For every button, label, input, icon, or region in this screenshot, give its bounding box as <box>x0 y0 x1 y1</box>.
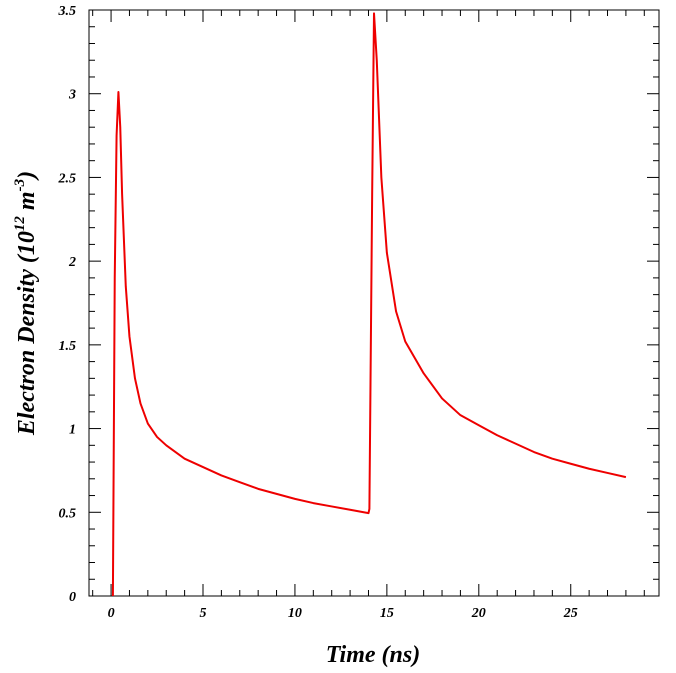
y-tick-label: 3.5 <box>58 4 77 19</box>
x-tick-label: 15 <box>380 606 394 621</box>
y-tick-label: 3 <box>68 88 76 103</box>
tick-labels: 0 5 10 15 20 25 0 0.5 1 1.5 2 2.5 3 3.5 <box>58 4 578 621</box>
x-tick-label: 5 <box>200 606 207 621</box>
y-tick-label: 2 <box>68 255 76 270</box>
x-tick-label: 25 <box>563 606 578 621</box>
y-tick-label: 1.5 <box>59 339 77 354</box>
series-line <box>111 12 627 597</box>
x-tick-label: 20 <box>471 606 486 621</box>
x-tick-label: 10 <box>288 606 302 621</box>
y-tick-label: 2.5 <box>58 171 77 186</box>
x-axis-title: Time (ns) <box>326 642 420 668</box>
y-tick-label: 0 <box>69 590 76 605</box>
x-tick-label: 0 <box>108 606 115 621</box>
plot-frame <box>88 9 660 597</box>
axis-ticks <box>89 9 659 597</box>
y-tick-label: 0.5 <box>59 506 77 521</box>
y-tick-label: 1 <box>69 423 76 438</box>
y-axis-title: Electron Density (1012 m-3) <box>12 171 40 436</box>
